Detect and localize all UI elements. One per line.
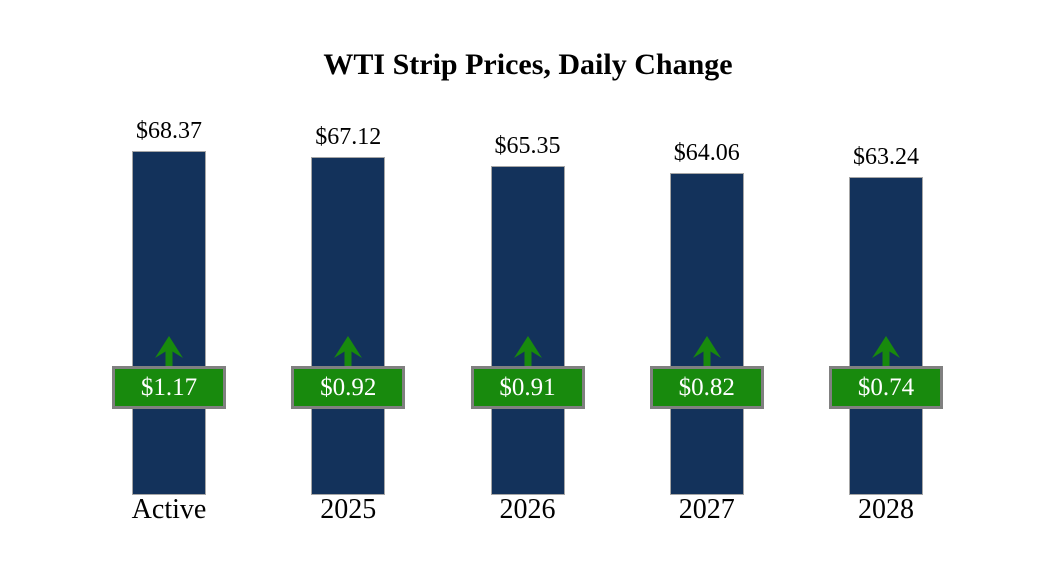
daily-change-value: $0.82 <box>678 374 735 401</box>
price-value-label: $63.24 <box>853 143 919 170</box>
daily-change-value: $0.92 <box>320 374 377 401</box>
chart-title: WTI Strip Prices, Daily Change <box>323 48 733 81</box>
price-bar <box>490 166 565 495</box>
price-value-label: $67.12 <box>315 124 382 151</box>
category-label: 2026 <box>499 494 556 525</box>
category-label: Active <box>131 494 207 525</box>
up-arrow-icon <box>692 336 722 370</box>
daily-change-badge: $0.92 <box>291 366 406 409</box>
up-arrow-icon <box>871 336 901 370</box>
price-value-label: $65.35 <box>494 133 561 160</box>
daily-change-value: $0.91 <box>499 374 556 401</box>
daily-change-badge: $0.91 <box>470 366 585 409</box>
price-bar <box>849 176 923 495</box>
up-arrow-icon <box>513 336 543 370</box>
up-arrow-icon <box>154 336 184 370</box>
up-arrow-icon <box>333 336 363 370</box>
daily-change-value: $1.17 <box>140 374 198 401</box>
price-bar <box>132 151 206 495</box>
daily-change-badge: $0.74 <box>829 366 943 409</box>
daily-change-badge: $1.17 <box>112 366 226 409</box>
category-label: 2028 <box>858 494 914 525</box>
price-bar <box>669 172 744 495</box>
category-label: 2027 <box>678 494 735 525</box>
price-value-label: $68.37 <box>136 118 202 144</box>
category-label: 2025 <box>320 494 377 525</box>
daily-change-value: $0.74 <box>857 374 915 401</box>
price-value-label: $64.06 <box>673 139 740 166</box>
price-bar <box>311 157 386 495</box>
daily-change-badge: $0.82 <box>649 366 764 409</box>
